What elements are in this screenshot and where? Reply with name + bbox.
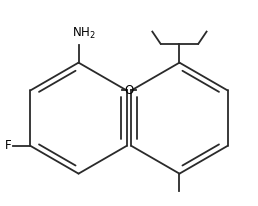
Text: NH$_2$: NH$_2$ (72, 26, 95, 41)
Text: F: F (5, 139, 12, 152)
Text: O: O (124, 84, 134, 97)
